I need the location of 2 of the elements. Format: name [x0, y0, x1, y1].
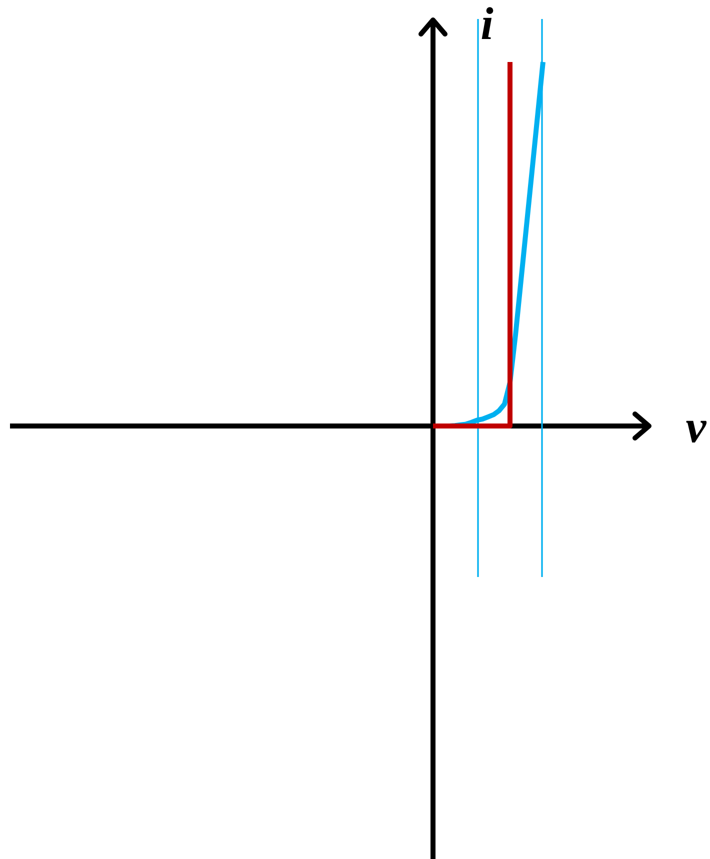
y-axis-title: i [480, 0, 494, 49]
x-axis-title: v [686, 401, 707, 452]
